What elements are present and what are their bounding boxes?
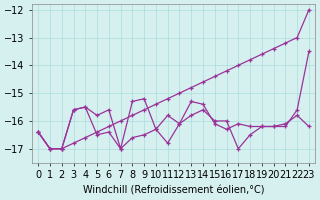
X-axis label: Windchill (Refroidissement éolien,°C): Windchill (Refroidissement éolien,°C) <box>83 186 264 196</box>
